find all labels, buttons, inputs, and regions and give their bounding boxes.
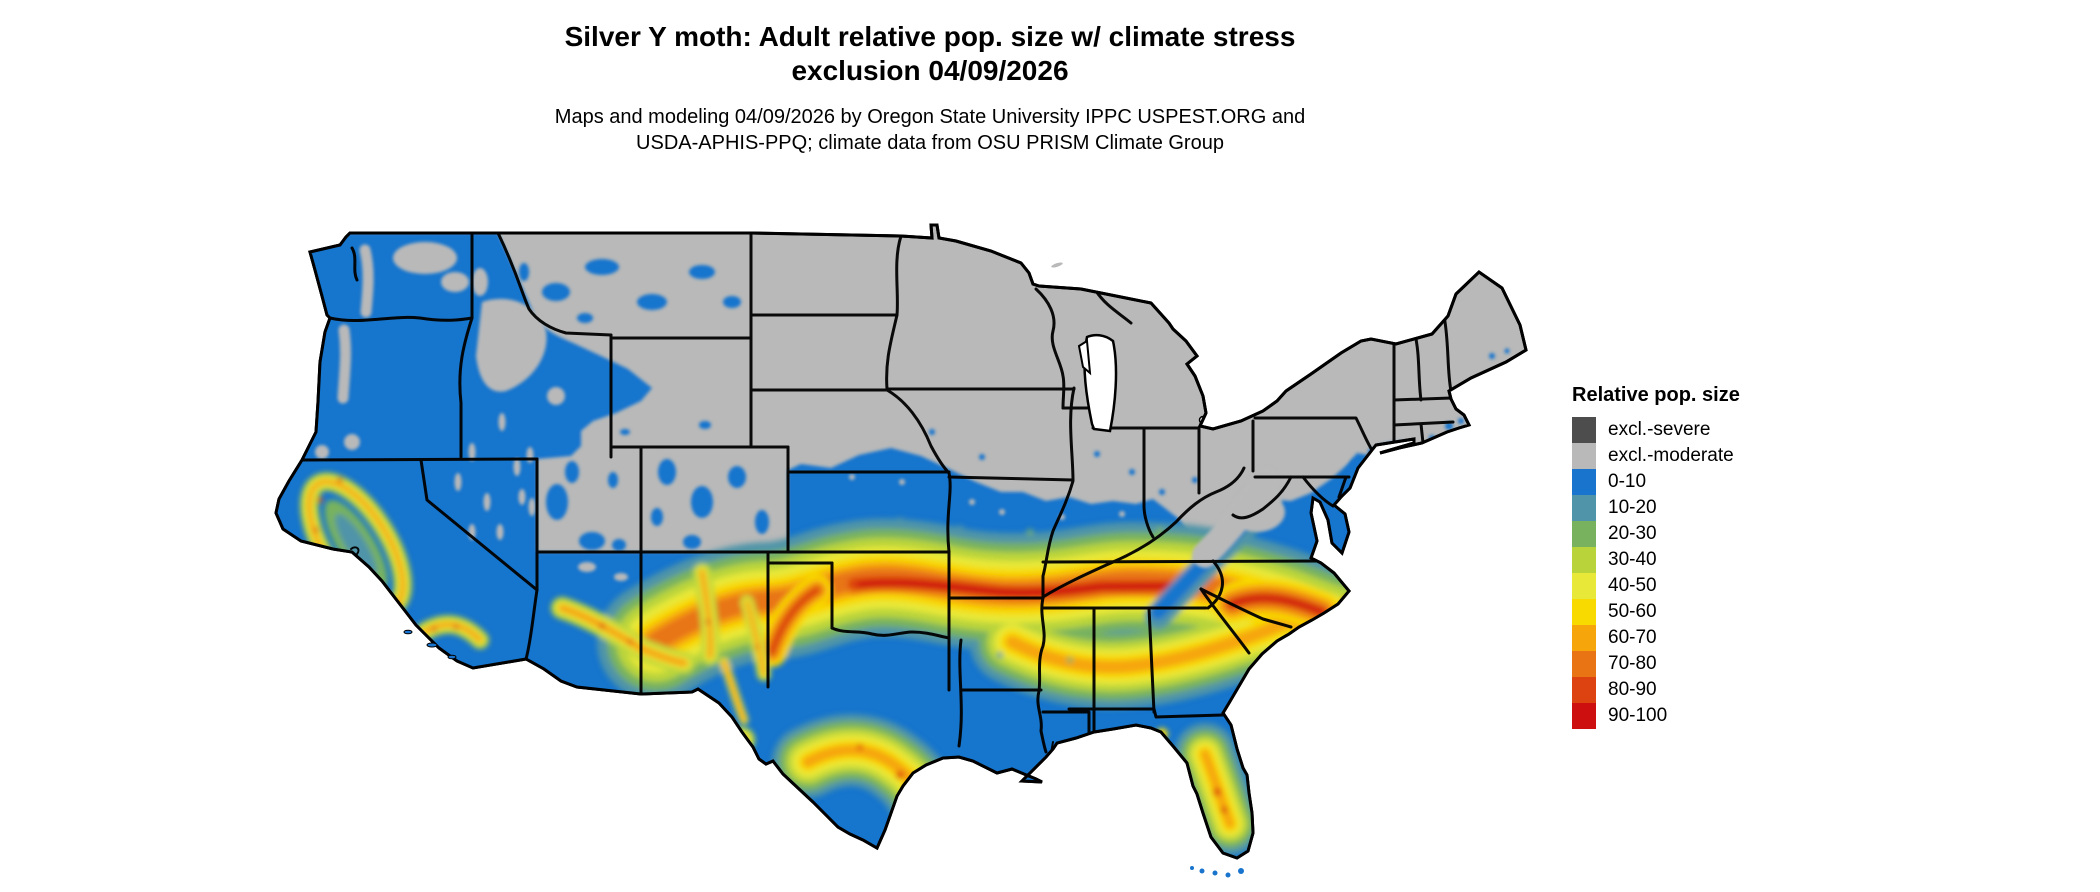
legend-item: excl.-severe	[1572, 417, 1740, 443]
legend-item: 50-60	[1572, 599, 1740, 625]
legend-swatch-excl-severe	[1572, 417, 1596, 443]
legend-label: 0-10	[1608, 471, 1647, 492]
state-borders	[300, 231, 1455, 754]
title-block: Silver Y moth: Adult relative pop. size …	[0, 20, 1860, 156]
subtitle-block: Maps and modeling 04/09/2026 by Oregon S…	[0, 104, 1860, 156]
legend-label: 50-60	[1608, 601, 1657, 622]
legend-swatch-20-30	[1572, 521, 1596, 547]
legend-item: excl.-moderate	[1572, 443, 1740, 469]
islands-and-keys	[403, 262, 1244, 878]
legend-item: 10-20	[1572, 495, 1740, 521]
great-lakes	[1077, 333, 1208, 433]
legend-label: 30-40	[1608, 549, 1657, 570]
legend-swatch-90-100	[1572, 703, 1596, 729]
legend-label: 40-50	[1608, 575, 1657, 596]
legend-swatch-70-80	[1572, 651, 1596, 677]
map-title-line2: exclusion 04/09/2026	[791, 55, 1069, 86]
legend-item: 70-80	[1572, 651, 1740, 677]
legend-swatch-10-20	[1572, 495, 1596, 521]
legend-label: 60-70	[1608, 627, 1657, 648]
legend-item: 40-50	[1572, 573, 1740, 599]
legend-item: 0-10	[1572, 469, 1740, 495]
map-subtitle-line2: USDA-APHIS-PPQ; climate data from OSU PR…	[636, 132, 1224, 154]
legend-item: 90-100	[1572, 703, 1740, 729]
legend-swatch-60-70	[1572, 625, 1596, 651]
legend-label: 70-80	[1608, 653, 1657, 674]
legend-swatch-0-10	[1572, 469, 1596, 495]
legend-label: 90-100	[1608, 705, 1668, 726]
map-subtitle-line1: Maps and modeling 04/09/2026 by Oregon S…	[554, 106, 1306, 128]
legend-label: 80-90	[1608, 679, 1657, 700]
legend: Relative pop. size excl.-severe excl.-mo…	[1572, 384, 1740, 729]
legend-swatch-50-60	[1572, 599, 1596, 625]
legend-label: excl.-severe	[1608, 419, 1711, 440]
legend-title: Relative pop. size	[1572, 384, 1740, 406]
legend-swatch-30-40	[1572, 547, 1596, 573]
legend-item: 30-40	[1572, 547, 1740, 573]
legend-swatch-80-90	[1572, 677, 1596, 703]
map-title-line1: Silver Y moth: Adult relative pop. size …	[564, 21, 1296, 52]
legend-swatch-excl-moderate	[1572, 443, 1596, 469]
legend-label: 20-30	[1608, 523, 1657, 544]
legend-item: 80-90	[1572, 677, 1740, 703]
legend-label: excl.-moderate	[1608, 445, 1734, 466]
legend-item: 20-30	[1572, 521, 1740, 547]
legend-item: 60-70	[1572, 625, 1740, 651]
legend-label: 10-20	[1608, 497, 1657, 518]
legend-swatch-40-50	[1572, 573, 1596, 599]
